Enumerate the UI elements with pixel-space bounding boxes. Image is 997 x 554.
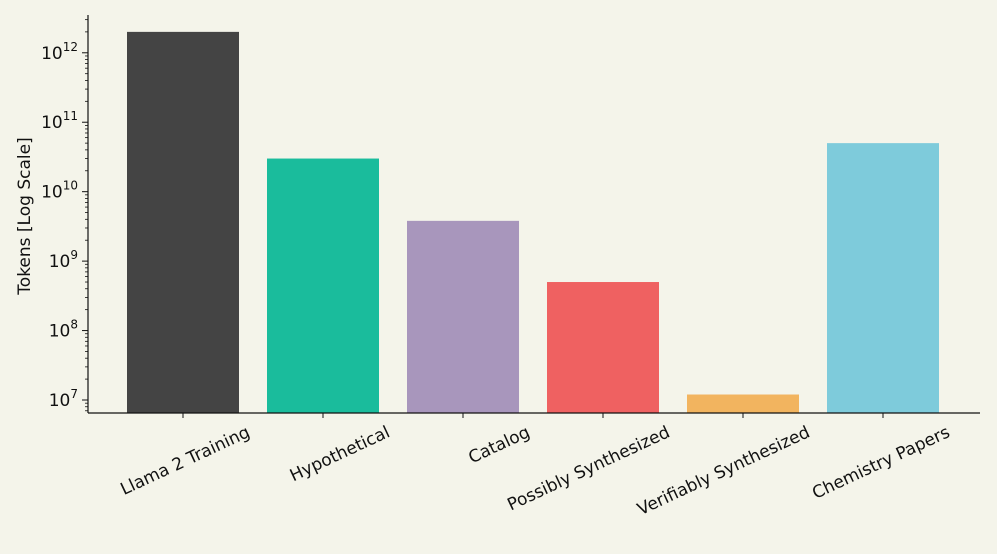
x-tick-label-5: Chemistry Papers [809, 422, 953, 503]
bar-3 [547, 282, 659, 413]
bar-5 [827, 143, 939, 414]
x-tick-label-0: Llama 2 Training [118, 422, 254, 499]
y-tick-label-3: 1010 [41, 179, 78, 203]
y-axis-title: Tokens [Log Scale] [15, 137, 35, 295]
y-tick-label-4: 1011 [41, 109, 78, 133]
bar-1 [267, 158, 379, 413]
y-ticks-group: 107 108 109 1010 1011 1012 [41, 19, 88, 412]
bars-group [127, 31, 939, 414]
y-tick-label-2: 109 [49, 248, 78, 272]
bar-2 [407, 220, 519, 413]
y-tick-label-0: 107 [49, 387, 78, 411]
bar-0 [127, 31, 239, 413]
x-labels-group: Llama 2 Training Hypothetical CatalogPossi… [118, 422, 954, 520]
bar-4 [687, 394, 799, 413]
x-tick-label-1: Hypothetical [287, 422, 393, 486]
axes-group [87, 15, 980, 418]
y-tick-label-1: 108 [49, 318, 78, 342]
y-tick-label-5: 1012 [41, 40, 78, 64]
x-tick-label-2: Catalog [465, 422, 533, 468]
